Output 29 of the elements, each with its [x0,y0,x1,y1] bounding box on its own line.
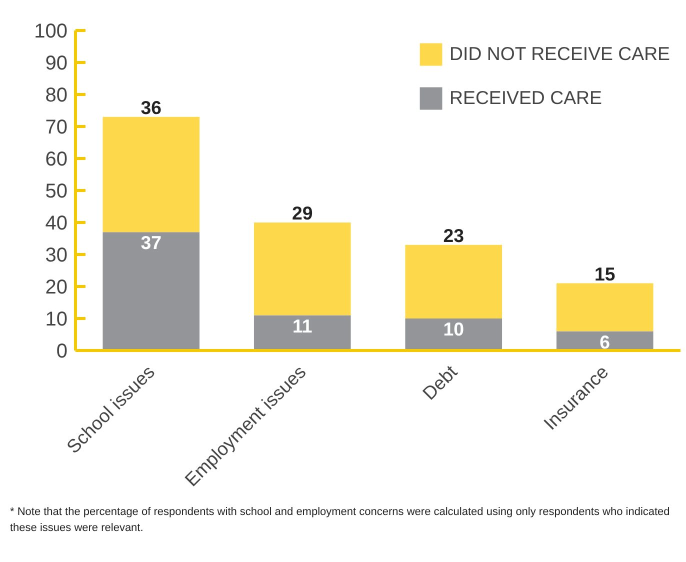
bar [556,283,654,332]
y-tick-label: 100 [34,20,68,42]
data-label: 37 [140,232,162,254]
y-tick-label: 80 [45,84,68,106]
y-tick-label: 90 [45,52,68,74]
y-tick-label: 60 [45,148,68,170]
text: * Note that the percentage of respondents with school and employment concerns were calculated using only respondents who indicated these issues were relevant. [10,505,670,536]
bar [405,244,502,318]
data-label: 11 [292,315,312,336]
y-tick-label: 20 [45,276,68,298]
data-label: 10 [443,318,464,340]
y-tick-label: 10 [45,308,68,330]
bar [102,232,200,350]
y-tick-label: 30 [45,244,68,266]
data-label: 29 [292,202,313,224]
y-tick-label: 40 [45,212,68,234]
data-label: 15 [594,263,616,284]
bar [254,222,351,316]
legend-label: RECEIVED CARE [450,87,602,109]
bar [102,116,200,232]
data-label: 36 [140,96,162,118]
legend-label: DID NOT RECEIVE CARE [450,43,670,65]
bar [254,315,351,350]
y-tick-label: 70 [45,116,68,138]
bar [405,318,502,350]
y-tick-label: 0 [56,340,68,362]
y-tick-label: 50 [45,180,68,202]
data-label: 23 [443,224,464,246]
data-label: 6 [600,331,610,352]
